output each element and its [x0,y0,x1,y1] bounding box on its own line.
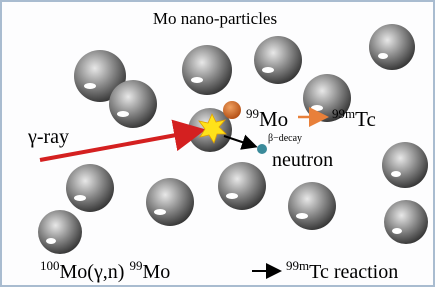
mass-number: 99m [286,258,309,273]
decay-label: β−decay [268,133,302,144]
sphere [369,24,415,70]
sphere [146,178,194,226]
sphere [38,210,82,254]
element: Mo [142,261,170,283]
mass-number: 100 [40,258,60,273]
diagram: Mo nano-particles γ-ray 99Mo β−decay 99m… [0,0,435,287]
element: Mo(γ,n) [60,261,125,283]
sphere [254,36,302,84]
mass-number: 99 [129,258,142,273]
element: Tc reaction [309,261,398,283]
mass-number: 99 [246,106,259,121]
sphere [384,200,428,244]
mo99-nucleus [223,101,241,119]
element: Mo [259,107,288,131]
sphere [218,162,266,210]
beam-label: γ-ray [27,126,69,148]
mass-number: 99m [332,106,355,121]
sphere [288,182,336,230]
sphere [66,164,114,212]
equation-left: 100Mo(γ,n) 99Mo [40,258,170,283]
sphere [182,45,232,95]
neutron-dot [257,144,267,154]
title: Mo nano-particles [153,9,277,28]
element: Tc [355,107,376,131]
sphere [109,80,157,128]
neutron-label: neutron [272,149,333,171]
sphere [382,142,428,188]
